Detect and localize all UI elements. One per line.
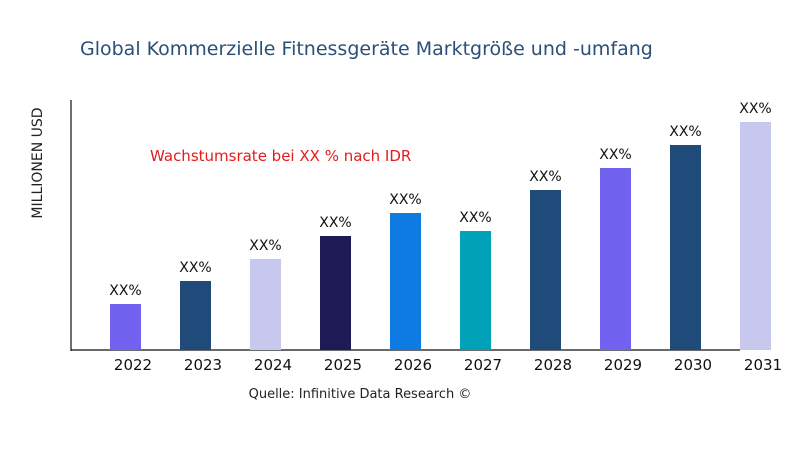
chart-title: Global Kommerzielle Fitnessgeräte Marktg… <box>80 38 653 60</box>
data-label-2027: XX% <box>459 210 491 226</box>
x-tick-2024: 2024 <box>254 356 292 374</box>
bar-2028 <box>530 190 561 350</box>
bar-2030 <box>670 145 701 350</box>
bar-2025 <box>320 236 351 350</box>
x-tick-2025: 2025 <box>324 356 362 374</box>
data-label-2023: XX% <box>179 260 211 276</box>
data-label-2026: XX% <box>389 192 421 208</box>
data-label-2029: XX% <box>599 147 631 163</box>
data-label-2025: XX% <box>319 215 351 231</box>
data-label-2024: XX% <box>249 238 281 254</box>
bar-2023 <box>180 281 211 350</box>
bar-2031 <box>740 122 771 350</box>
bar-2027 <box>460 231 491 350</box>
data-label-2030: XX% <box>669 124 701 140</box>
data-label-2022: XX% <box>109 283 141 299</box>
bar-2029 <box>600 168 631 350</box>
x-tick-2022: 2022 <box>114 356 152 374</box>
data-label-2028: XX% <box>529 169 561 185</box>
x-tick-2030: 2030 <box>674 356 712 374</box>
source-note: Quelle: Infinitive Data Research © <box>248 387 472 402</box>
bar-2026 <box>390 213 421 350</box>
x-tick-2029: 2029 <box>604 356 642 374</box>
x-tick-2026: 2026 <box>394 356 432 374</box>
data-label-2031: XX% <box>739 101 771 117</box>
x-tick-2027: 2027 <box>464 356 502 374</box>
x-tick-2031: 2031 <box>744 356 782 374</box>
bar-2022 <box>110 304 141 350</box>
bar-2024 <box>250 259 281 350</box>
growth-rate-annotation: Wachstumsrate bei XX % nach IDR <box>150 147 411 165</box>
x-tick-2023: 2023 <box>184 356 222 374</box>
x-tick-2028: 2028 <box>534 356 572 374</box>
